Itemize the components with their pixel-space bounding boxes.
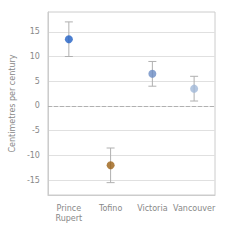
svg-text:Rupert: Rupert <box>55 214 82 223</box>
svg-text:-10: -10 <box>27 151 40 160</box>
svg-text:0: 0 <box>35 101 40 110</box>
svg-text:-15: -15 <box>27 176 40 185</box>
svg-text:Prince: Prince <box>57 204 82 213</box>
svg-text:5: 5 <box>35 77 40 86</box>
svg-text:15: 15 <box>30 27 40 36</box>
svg-text:10: 10 <box>30 52 40 61</box>
svg-text:Centimetres per century: Centimetres per century <box>8 54 17 152</box>
svg-text:Tofino: Tofino <box>98 204 123 213</box>
svg-text:-5: -5 <box>32 126 40 135</box>
svg-text:Victoria: Victoria <box>137 204 167 213</box>
svg-text:Vancouver: Vancouver <box>173 204 216 213</box>
